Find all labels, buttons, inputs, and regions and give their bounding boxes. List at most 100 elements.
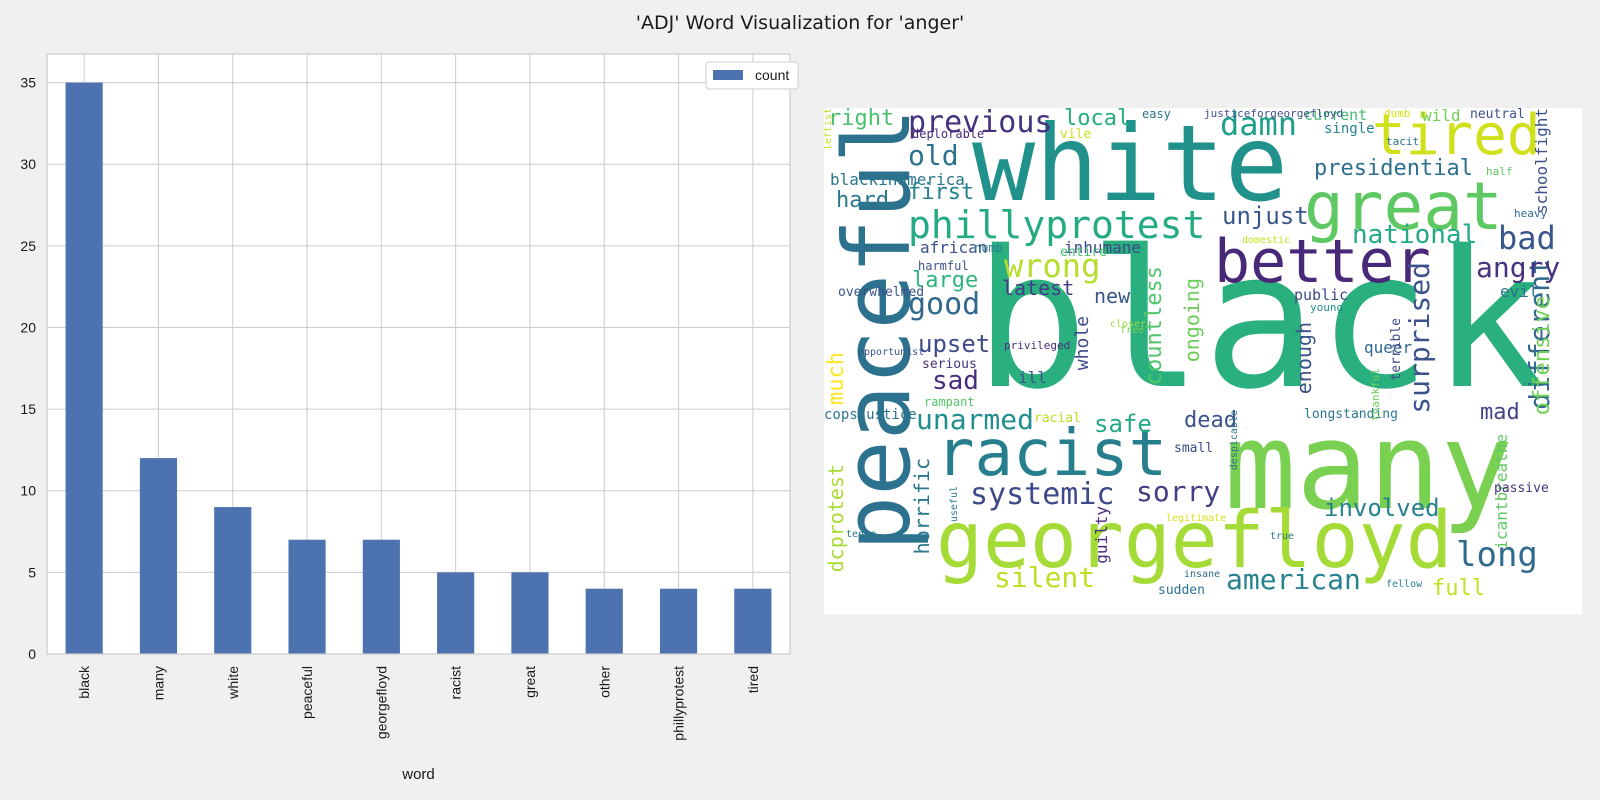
cloud-word: better: [1214, 227, 1431, 297]
cloud-word: african: [920, 238, 988, 257]
cloud-word: guilty: [1092, 506, 1111, 564]
x-tick-label: great: [522, 666, 538, 698]
cloud-word: dumb: [1384, 108, 1411, 120]
cloud-word: tired: [1372, 108, 1541, 168]
cloud-word: sad: [932, 366, 979, 396]
cloud-word: easy: [1142, 108, 1171, 121]
x-tick-label: black: [76, 665, 92, 699]
cloud-word: damn: [1220, 108, 1298, 143]
cloud-word: phillyprotest: [908, 203, 1206, 247]
figure-title: 'ADJ' Word Visualization for 'anger': [635, 12, 965, 34]
x-tick-label: many: [150, 666, 166, 700]
cloud-word: tacit: [1386, 135, 1420, 148]
cloud-word: true: [1270, 531, 1295, 542]
cloud-word: justiceforgeorgefloyd: [1204, 108, 1344, 120]
cloud-word: involved: [1324, 494, 1440, 522]
cloud-word: inhumane: [1064, 238, 1142, 257]
cloud-word: rampant: [924, 395, 975, 409]
cloud-word: silent: [994, 561, 1096, 594]
y-tick-label: 0: [28, 646, 36, 662]
cloud-word: privileged: [1004, 339, 1071, 352]
bar-great: [511, 572, 549, 654]
cloud-word: racist: [936, 417, 1168, 491]
y-tick-label: 15: [20, 401, 36, 417]
y-tick-label: 20: [20, 319, 36, 335]
y-tick-label: 25: [20, 238, 36, 254]
bar-racist: [437, 572, 475, 654]
cloud-word: half: [1486, 165, 1513, 178]
cloud-word: first: [908, 180, 975, 205]
x-tick-label: peaceful: [299, 666, 315, 719]
cloud-word: dead: [1184, 408, 1237, 433]
cloud-word: old: [908, 139, 959, 172]
bar-other: [585, 588, 623, 654]
word-cloud: black many white peaceful georgefloyd great ra…: [824, 108, 1582, 614]
y-tick-label: 10: [20, 483, 36, 499]
cloud-word: terrible: [1389, 318, 1404, 381]
x-tick-label: white: [225, 666, 241, 700]
cloud-word: serious: [922, 357, 977, 372]
cloud-word: wrong: [1004, 247, 1101, 285]
cloud-word: young: [1310, 301, 1344, 314]
cloud-word: leftist: [824, 108, 834, 151]
cloud-word: much: [824, 352, 849, 405]
cloud-word: unarmed: [916, 403, 1035, 436]
cloud-word: sorry: [1136, 475, 1221, 508]
cloud-word: latest: [1002, 276, 1075, 300]
cloud-word: previous: [908, 108, 1053, 140]
cloud-word: vile: [1060, 127, 1092, 142]
bar-tired: [734, 588, 772, 654]
bar-chart: 0 5 10 15 20 25 30 35 black many white peaceful geor…: [20, 53, 799, 783]
cloud-word: longstanding: [1304, 407, 1398, 422]
cloud-word: good: [908, 287, 981, 322]
cloud-word: insane: [1184, 569, 1221, 580]
cloud-word: schoolfight: [1532, 108, 1551, 214]
cloud-word: useful: [949, 486, 960, 523]
x-tick-label: racist: [448, 666, 464, 700]
cloud-word: black: [974, 210, 1546, 431]
y-tick-label: 35: [20, 75, 36, 91]
cloud-word: enough: [1292, 322, 1316, 395]
cloud-word: countless: [1142, 266, 1167, 386]
legend-box: [705, 61, 799, 90]
cloud-word: bad: [1498, 219, 1556, 257]
cloud-word: neutral: [1470, 108, 1525, 122]
cloud-word: american: [1226, 563, 1361, 596]
plot-frame: [46, 53, 791, 655]
x-tick-label: phillyprotest: [671, 666, 687, 741]
cloud-word: sudden: [1158, 583, 1205, 598]
cloud-word: single: [1324, 121, 1375, 137]
cloud-word: fellow: [1386, 579, 1423, 590]
cloud-word: domestic: [1242, 235, 1291, 246]
cloud-word: current: [1304, 108, 1368, 124]
cloud-word: national: [1352, 220, 1478, 250]
cloud-word: mad: [1480, 400, 1520, 425]
cloud-word: upset: [918, 330, 991, 358]
legend-label: count: [755, 67, 789, 83]
x-tick-label: georgefloyd: [373, 666, 389, 739]
cloud-word: racial: [1034, 411, 1081, 426]
cloud-word: numb: [974, 241, 1003, 255]
cloud-word: new: [1094, 284, 1131, 308]
bar-georgefloyd: [362, 539, 400, 654]
cloud-word: safe: [1094, 410, 1152, 438]
cloud-word: legitimate: [1166, 513, 1227, 524]
x-tick-label: tired: [745, 666, 761, 693]
cloud-word: white: [972, 108, 1289, 225]
cloud-word: thankful: [1369, 368, 1382, 421]
cloud-word: many: [1224, 398, 1513, 537]
cloud-word: harmful: [918, 259, 969, 273]
bar-phillyprotest: [659, 588, 698, 654]
cloud-word: evil: [1500, 282, 1539, 301]
bar-peaceful: [288, 539, 326, 654]
cloud-word: local: [1064, 108, 1131, 131]
cloud-word: public: [1294, 286, 1349, 304]
cloud-word: free: [1120, 325, 1145, 336]
cloud-word: georgefloyd: [936, 496, 1453, 586]
cloud-word: opportunist: [858, 347, 925, 358]
cloud-word: blackinamerica: [830, 170, 965, 189]
cloud-word: tense: [846, 529, 877, 540]
cloud-word: entire: [1060, 245, 1107, 260]
cloud-word: right: [828, 108, 895, 131]
y-tick-label: 30: [20, 156, 36, 172]
